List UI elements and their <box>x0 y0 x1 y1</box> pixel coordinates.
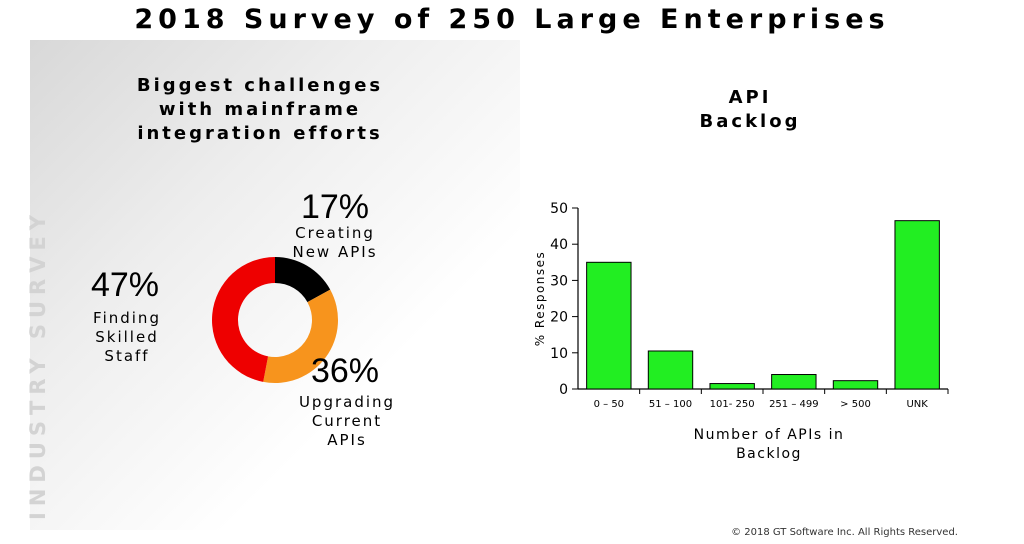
y-tick-label: 30 <box>550 273 568 289</box>
donut-title-line: Biggest challenges <box>136 75 384 96</box>
slice-pct-upgrading: 36% <box>310 352 380 390</box>
slice-pct-creating: 17% <box>300 188 370 226</box>
slice-label-line: Current <box>311 412 383 430</box>
x-tick-label: > 500 <box>840 399 871 410</box>
x-tick-label: 0 – 50 <box>594 399 624 410</box>
y-tick-label: 20 <box>550 310 568 326</box>
y-axis-label: % Responses <box>533 251 547 347</box>
slice-label-line: Finding <box>93 309 161 327</box>
bar <box>709 383 755 390</box>
bar <box>771 374 817 390</box>
donut-slice-finding <box>211 257 275 382</box>
donut-slice-upgrading <box>263 289 338 383</box>
bar <box>586 261 632 390</box>
bar-chart: 0 10 20 30 40 50 % Responses 0 – 50 51 – 100 101-… <box>533 201 949 462</box>
donut-title-line: integration efforts <box>137 123 383 144</box>
donut-title-line: with mainframe <box>158 99 362 120</box>
x-tick-label: 251 – 499 <box>769 399 819 410</box>
bar <box>647 350 694 390</box>
x-tick-label: 51 – 100 <box>649 399 692 410</box>
donut-slice-creating <box>275 257 331 303</box>
y-tick-label: 50 <box>550 201 568 217</box>
x-axis-label-line: Number of APIs in <box>694 427 845 443</box>
main-title: 2018 Survey of 250 Large Enterprises <box>134 4 890 35</box>
x-tick-label: 101- 250 <box>710 399 755 410</box>
bar-title-line: API <box>728 87 772 108</box>
slice-label-line: New APIs <box>292 243 378 261</box>
bar <box>832 380 879 390</box>
slice-pct-finding: 47% <box>90 266 160 304</box>
donut-chart <box>211 257 338 383</box>
bar-title: API Backlog <box>650 86 850 134</box>
slice-label-line: APIs <box>327 431 367 449</box>
x-tick-label: UNK <box>906 399 928 410</box>
copyright-notice: © 2018 GT Software Inc. All Rights Reser… <box>731 527 958 538</box>
y-tick-label: 0 <box>559 382 568 398</box>
slice-label-creating: Creating New APIs <box>270 224 400 262</box>
slice-label-finding: Finding Skilled Staff <box>62 309 192 366</box>
y-tick-label: 10 <box>550 346 568 362</box>
bar <box>894 220 940 390</box>
bar-title-line: Backlog <box>699 111 801 132</box>
slice-label-line: Upgrading <box>298 393 396 411</box>
x-axis-label-line: Backlog <box>736 446 802 462</box>
left-panel-background <box>30 40 520 530</box>
industry-survey-label: INDUSTRY SURVEY <box>26 208 50 520</box>
slice-label-line: Staff <box>104 347 150 365</box>
slice-label-line: Creating <box>295 224 375 242</box>
donut-title: Biggest challenges with mainframe integr… <box>100 74 420 146</box>
slice-label-line: Skilled <box>95 328 159 346</box>
y-tick-label: 40 <box>550 237 568 253</box>
slice-label-upgrading: Upgrading Current APIs <box>282 393 412 450</box>
